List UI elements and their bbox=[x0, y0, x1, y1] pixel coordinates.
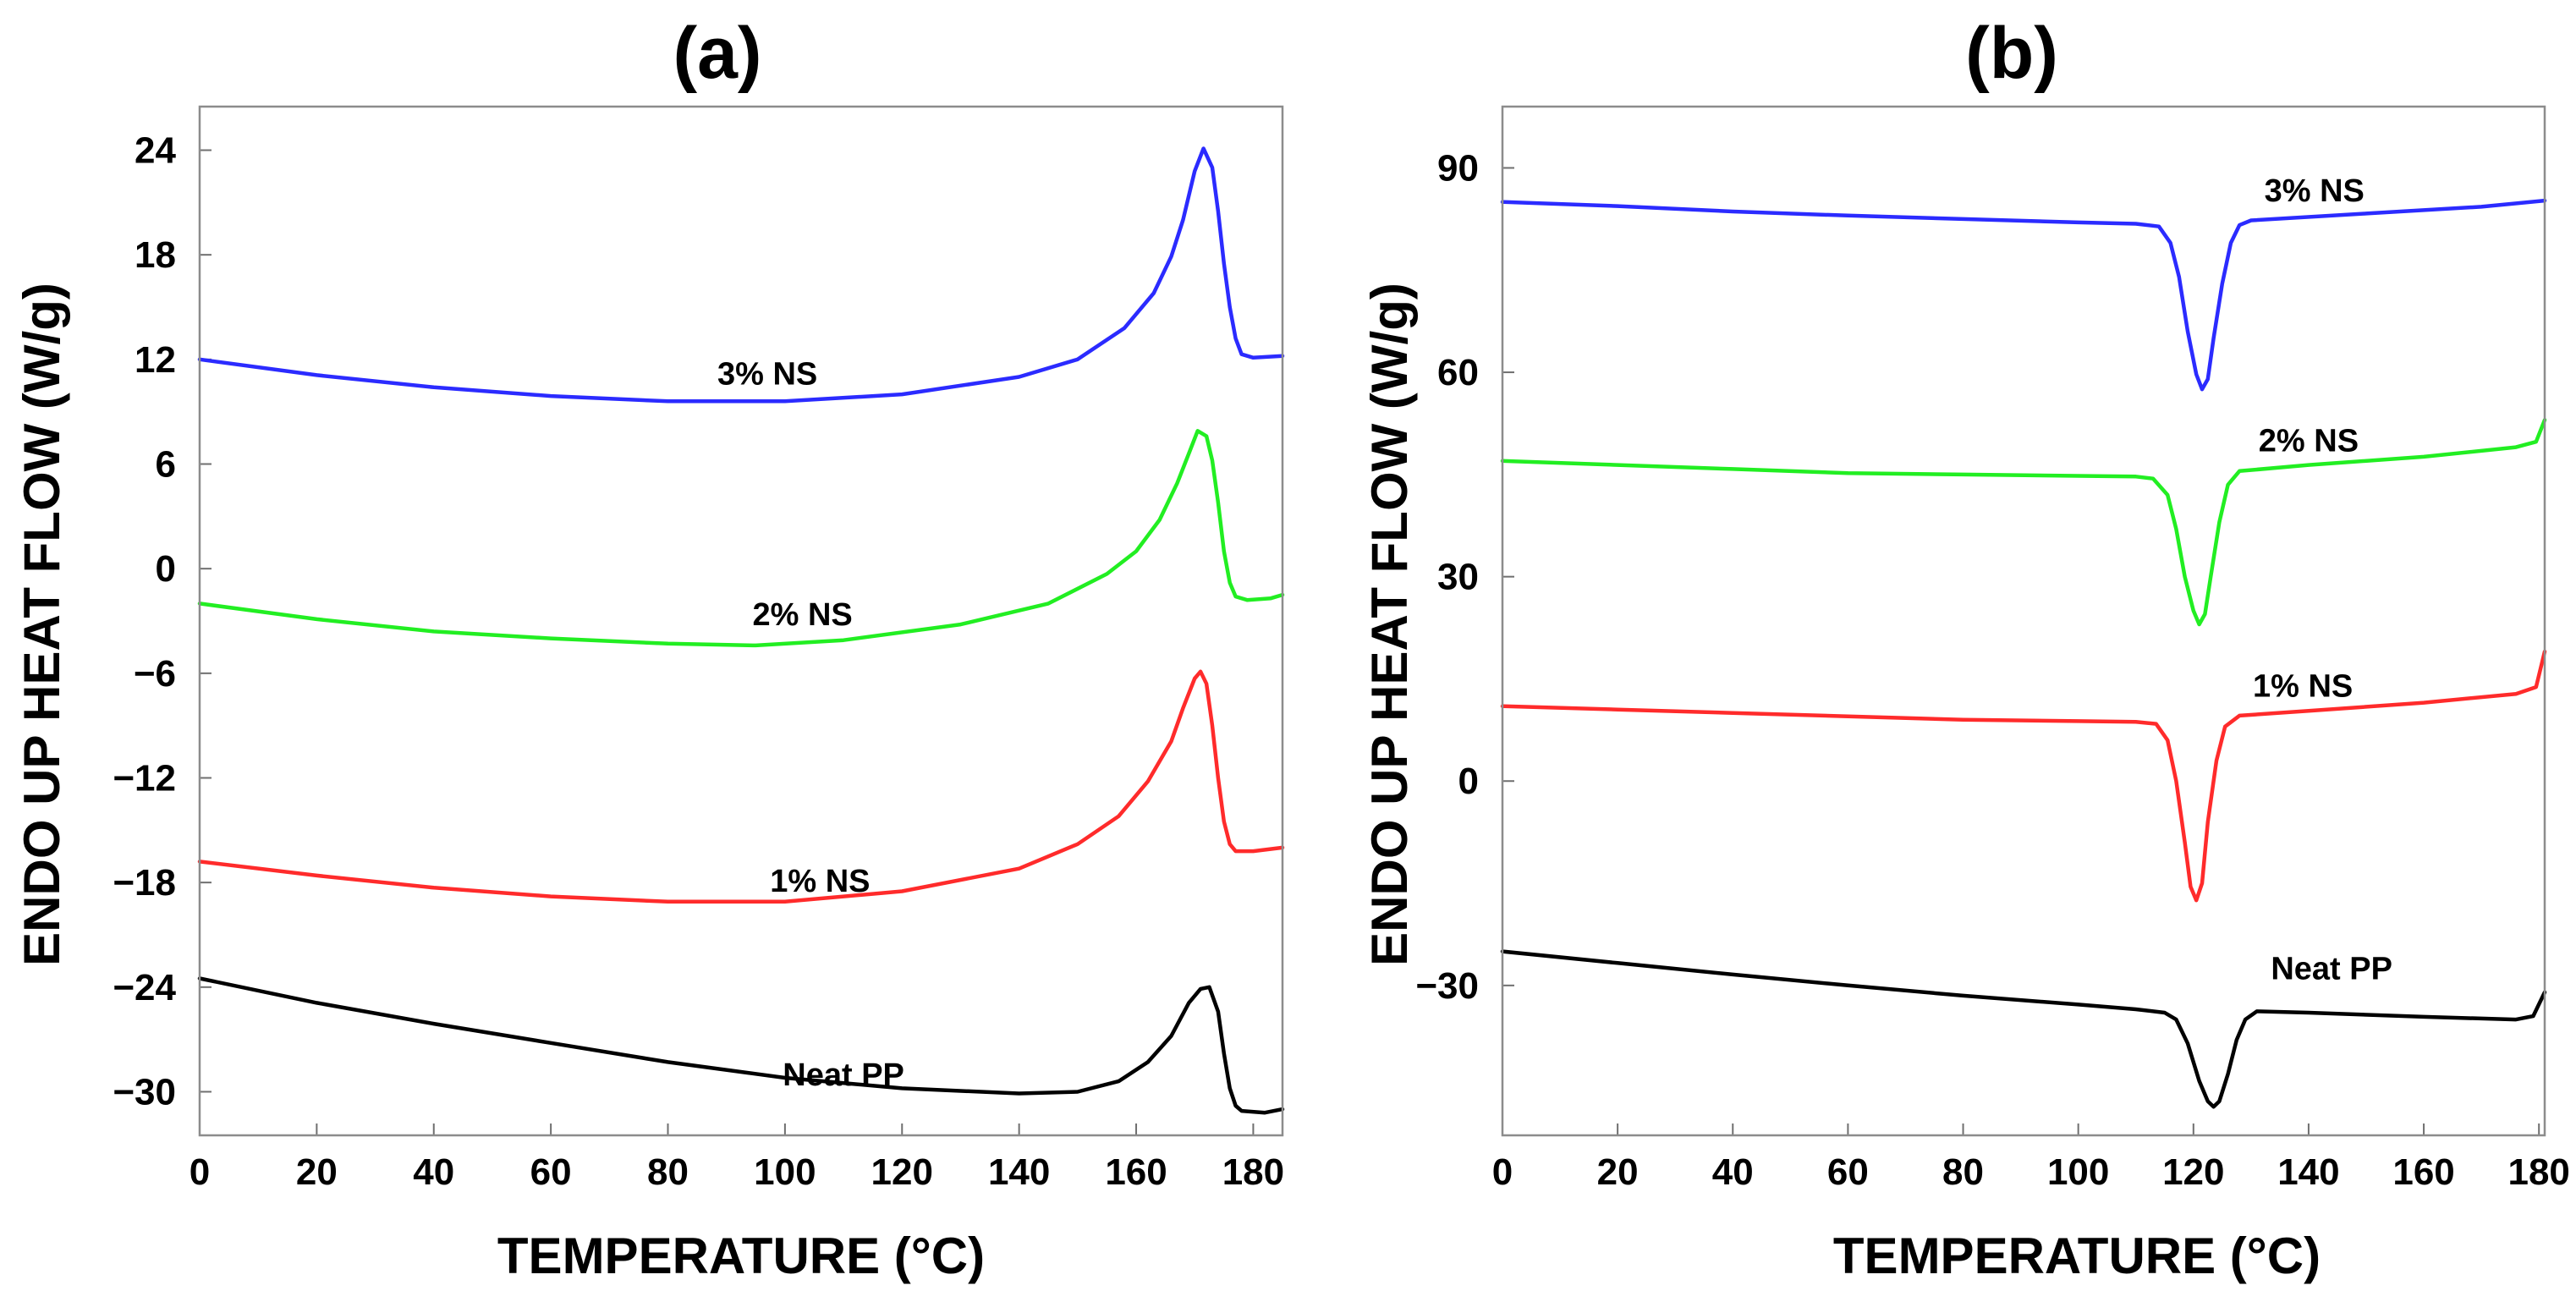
panel-b-x-tick-label: 80 bbox=[1942, 1151, 1984, 1193]
panel-b-series-neat-pp bbox=[1500, 949, 2547, 1109]
panel-a-x-tick-label: 20 bbox=[296, 1151, 338, 1193]
panel-a-x-tick-label: 0 bbox=[189, 1151, 210, 1193]
panel-b-series-3pct-ns bbox=[1500, 198, 2547, 392]
panel-b-y-tick-label: 60 bbox=[1437, 352, 1479, 393]
panel-a-series-label-1pct-ns: 1% NS bbox=[770, 864, 870, 899]
panel-a-y-tick-label: 6 bbox=[156, 444, 176, 486]
panel-a-y-tick-label: −24 bbox=[113, 967, 176, 1008]
panel-b-series-1pct-ns bbox=[1500, 649, 2547, 903]
panel-b-x-tick-label: 100 bbox=[2047, 1151, 2109, 1193]
panel-a-series-1pct-ns bbox=[197, 669, 1285, 904]
panel-b-y-axis-label: ENDO UP HEAT FLOW (W/g) bbox=[1361, 283, 1418, 966]
panel-a-x-tick-label: 160 bbox=[1105, 1151, 1167, 1193]
panel-a-y-tick-label: −30 bbox=[113, 1071, 176, 1112]
panel-a-y-tick-label: −6 bbox=[134, 653, 176, 695]
panel-b-x-tick-label: 0 bbox=[1492, 1151, 1513, 1193]
panel-a-x-tick-label: 60 bbox=[530, 1151, 572, 1193]
panel-a: (a) TEMPERATURE (°C) ENDO UP HEAT FLOW (… bbox=[14, 13, 1285, 1284]
panel-a-x-tick-label: 120 bbox=[871, 1151, 933, 1193]
panel-b-x-tick-label: 160 bbox=[2392, 1151, 2454, 1193]
panel-b-y-tick-label: −30 bbox=[1415, 965, 1479, 1007]
panel-b-y-tick-label: 90 bbox=[1437, 147, 1479, 189]
panel-b-series-label-2pct-ns: 2% NS bbox=[2259, 424, 2359, 459]
panel-a-series-2pct-ns bbox=[197, 429, 1285, 648]
panel-b-y-tick-label: 30 bbox=[1437, 557, 1479, 598]
panel-a-x-axis-label: TEMPERATURE (°C) bbox=[497, 1228, 985, 1284]
panel-b-series-2pct-ns bbox=[1500, 418, 2547, 627]
panel-b-title: (b) bbox=[1965, 13, 2058, 94]
panel-a-y-tick-label: 0 bbox=[156, 548, 176, 590]
panel-b-series-label-3pct-ns: 3% NS bbox=[2265, 173, 2365, 209]
panel-b-x-tick-label: 60 bbox=[1827, 1151, 1869, 1193]
panel-a-title: (a) bbox=[673, 13, 761, 94]
panel-a-y-tick-label: 18 bbox=[135, 234, 176, 276]
panel-a-y-tick-label: −18 bbox=[113, 862, 176, 904]
panel-a-series-3pct-ns bbox=[197, 146, 1285, 404]
panel-b: (b) TEMPERATURE (°C) ENDO UP HEAT FLOW (… bbox=[1361, 13, 2570, 1284]
panel-a-x-tick-label: 40 bbox=[413, 1151, 454, 1193]
panel-a-y-tick-label: 24 bbox=[135, 130, 176, 172]
panel-a-x-tick-label: 80 bbox=[647, 1151, 689, 1193]
panel-a-series-label-2pct-ns: 2% NS bbox=[753, 597, 853, 633]
panel-b-x-tick-label: 180 bbox=[2507, 1151, 2569, 1193]
panel-a-x-tick-label: 100 bbox=[754, 1151, 816, 1193]
panel-b-x-tick-label: 140 bbox=[2277, 1151, 2339, 1193]
panel-a-series-label-neat-pp: Neat PP bbox=[783, 1058, 904, 1093]
panel-a-plot-frame bbox=[198, 105, 1284, 1137]
panel-a-x-tick-label: 180 bbox=[1222, 1151, 1284, 1193]
panel-b-x-axis-label: TEMPERATURE (°C) bbox=[1833, 1228, 2321, 1284]
panel-a-y-axis-label: ENDO UP HEAT FLOW (W/g) bbox=[14, 283, 70, 966]
panel-b-x-tick-label: 20 bbox=[1597, 1151, 1639, 1193]
panel-a-y-tick-label: 12 bbox=[135, 339, 176, 381]
panel-b-series-label-neat-pp: Neat PP bbox=[2271, 952, 2392, 987]
panel-b-series-label-1pct-ns: 1% NS bbox=[2253, 669, 2353, 705]
panel-b-y-tick-label: 0 bbox=[1458, 761, 1479, 802]
panel-a-series-label-3pct-ns: 3% NS bbox=[717, 356, 817, 392]
panel-a-x-tick-label: 140 bbox=[988, 1151, 1050, 1193]
panel-a-y-tick-label: −12 bbox=[113, 757, 176, 799]
panel-b-plot-frame bbox=[1501, 105, 2546, 1137]
panel-a-series-neat-pp bbox=[197, 976, 1285, 1115]
panel-b-x-tick-label: 120 bbox=[2162, 1151, 2224, 1193]
panel-b-x-tick-label: 40 bbox=[1712, 1151, 1754, 1193]
